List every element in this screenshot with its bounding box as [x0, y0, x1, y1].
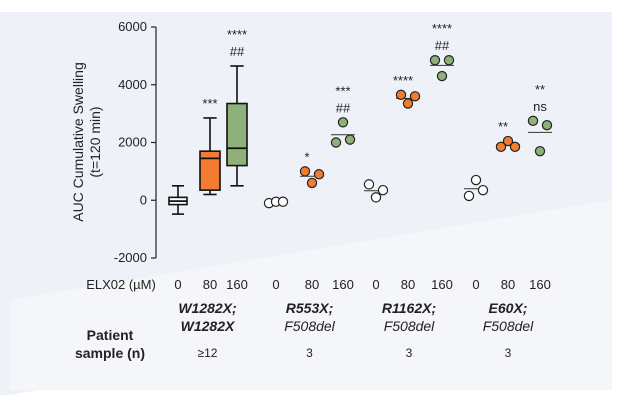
- data-point: [299, 166, 311, 177]
- dose-tick-label: 160: [332, 277, 354, 292]
- data-point: [527, 115, 539, 127]
- data-point: [277, 196, 289, 207]
- background-panel-lower: [10, 200, 612, 390]
- y-tick-label: 0: [140, 192, 147, 207]
- dose-tick-label: 160: [226, 277, 248, 292]
- significance-label: ##: [435, 38, 450, 53]
- group-name-line1: R553X;: [286, 300, 333, 316]
- dose-tick-label: 0: [272, 277, 279, 292]
- y-axis-label-line1: AUC Cumulative Swelling: [70, 62, 86, 222]
- y-tick-label: 2000: [118, 135, 147, 150]
- data-point: [409, 91, 421, 102]
- significance-label: ##: [336, 100, 351, 115]
- data-point: [534, 145, 546, 157]
- significance-label: **: [535, 82, 545, 97]
- group-name-line2: F508del: [483, 318, 534, 334]
- data-point: [541, 119, 553, 131]
- data-point: [306, 177, 318, 189]
- patient-label-line2: sample (n): [75, 345, 145, 361]
- data-point: [313, 169, 325, 180]
- data-point: [495, 141, 507, 153]
- dose-tick-label: 80: [203, 277, 217, 292]
- box-rect: [199, 150, 221, 191]
- data-point: [470, 174, 482, 186]
- data-point: [395, 89, 407, 101]
- dose-tick-label: 80: [305, 277, 319, 292]
- group-name-line2: W1282X: [181, 318, 236, 334]
- y-tick-label: -2000: [114, 250, 147, 265]
- dose-tick-label: 160: [431, 277, 453, 292]
- data-point: [502, 135, 514, 147]
- dose-tick-label: 0: [472, 277, 479, 292]
- data-point: [344, 134, 356, 145]
- data-point: [477, 184, 489, 196]
- significance-label: **: [498, 119, 508, 134]
- y-axis-label-line2: (t=120 min): [87, 106, 103, 178]
- data-point: [363, 179, 375, 190]
- box-rect: [226, 102, 248, 167]
- y-axis-label: AUC Cumulative Swelling (t=120 min): [70, 22, 104, 262]
- patient-n-label: ≥12: [198, 346, 218, 360]
- significance-label: ns: [533, 99, 547, 114]
- patient-n-label: 3: [505, 346, 512, 360]
- significance-label: ****: [393, 73, 413, 88]
- significance-label: ***: [202, 96, 217, 111]
- y-tick-label: 4000: [118, 77, 147, 92]
- group-name-line2: F508del: [384, 318, 435, 334]
- dose-tick-label: 160: [529, 277, 551, 292]
- group-name-line1: E60X;: [489, 300, 528, 316]
- significance-label: *: [304, 149, 309, 164]
- patient-label-line1: Patient: [87, 327, 134, 343]
- x-row-label: ELX02 (µM): [86, 277, 156, 292]
- dose-tick-label: 80: [401, 277, 415, 292]
- y-tick-label: 6000: [118, 19, 147, 34]
- group-name-line1: R1162X;: [382, 300, 436, 316]
- group-name-line1: W1282X;: [178, 300, 236, 316]
- data-point: [509, 141, 521, 153]
- data-point: [463, 190, 475, 202]
- significance-label: ****: [227, 27, 247, 42]
- significance-label: ***: [335, 83, 350, 98]
- data-point: [337, 117, 349, 128]
- data-point: [402, 98, 414, 109]
- patient-n-label: 3: [306, 346, 313, 360]
- group-name-line2: F508del: [284, 318, 335, 334]
- significance-label: ****: [432, 21, 452, 36]
- data-point: [377, 184, 389, 196]
- significance-label: ##: [230, 44, 245, 59]
- data-point: [330, 137, 342, 148]
- data-point: [429, 55, 441, 66]
- data-point: [370, 192, 382, 203]
- patient-n-label: 3: [406, 346, 413, 360]
- data-point: [436, 70, 448, 82]
- data-point: [443, 55, 455, 66]
- dose-tick-label: 0: [372, 277, 379, 292]
- dose-tick-label: 0: [174, 277, 181, 292]
- dose-tick-label: 80: [501, 277, 515, 292]
